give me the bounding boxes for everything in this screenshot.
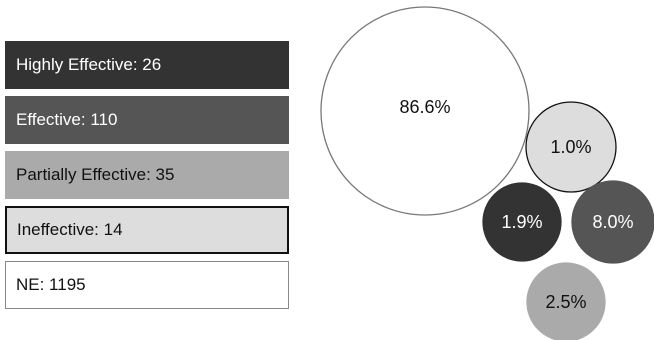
bubble-label-effective: 8.0%: [592, 212, 633, 232]
bubble-label-highly-effective: 1.9%: [501, 212, 542, 232]
bubble-partially-effective: [526, 262, 606, 340]
bubble-ineffective: [525, 101, 617, 193]
bubble-label-ne: 86.6%: [399, 97, 450, 117]
legend-item-highly-effective: Highly Effective: 26: [5, 41, 289, 89]
bubble-ne: [320, 6, 530, 216]
bubble-highly-effective: [482, 182, 562, 262]
legend: Highly Effective: 26 Effective: 110 Part…: [5, 41, 289, 316]
bubble-label-partially-effective: 2.5%: [545, 292, 586, 312]
bubble-label-ineffective: 1.0%: [550, 137, 591, 157]
legend-item-effective: Effective: 110: [5, 96, 289, 144]
legend-item-ineffective: Ineffective: 14: [5, 206, 289, 254]
legend-item-partially-effective: Partially Effective: 35: [5, 151, 289, 199]
bubble-effective: [571, 180, 654, 264]
legend-item-ne: NE: 1195: [5, 261, 289, 309]
